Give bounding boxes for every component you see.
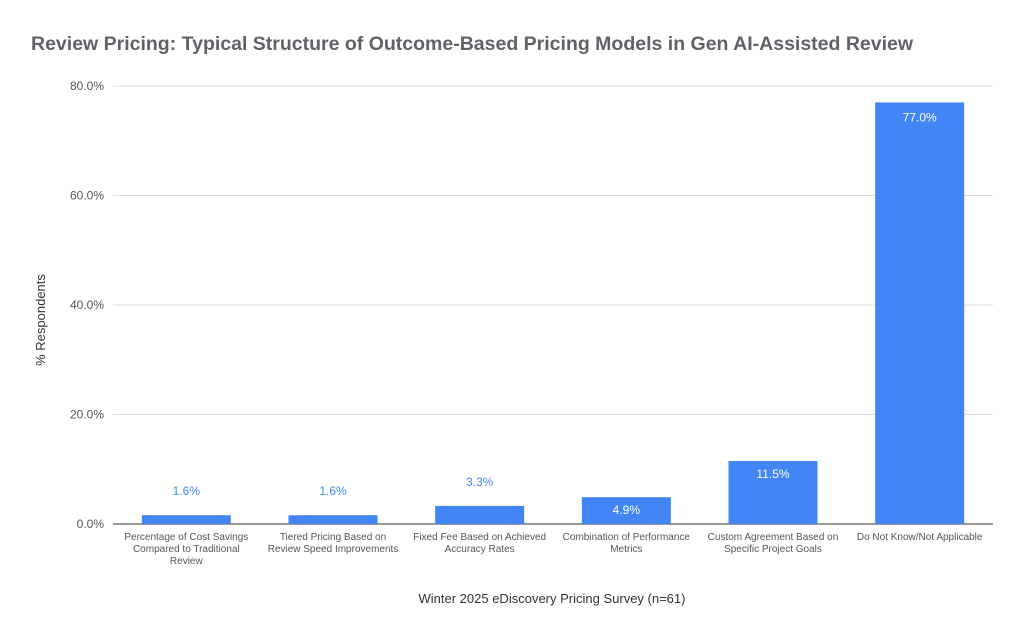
category-label: Tiered Pricing Based on xyxy=(280,532,386,543)
bar xyxy=(288,515,378,524)
x-axis-label: Winter 2025 eDiscovery Pricing Survey (n… xyxy=(419,591,686,606)
category-label: Do Not Know/Not Applicable xyxy=(857,532,983,543)
bar xyxy=(875,102,965,525)
bar xyxy=(141,515,231,524)
bars xyxy=(141,102,965,525)
category-label: Review xyxy=(170,556,204,567)
category-label: Compared to Traditional xyxy=(133,544,240,555)
y-tick-label: 0.0% xyxy=(77,517,105,531)
y-tick-label: 20.0% xyxy=(70,408,104,422)
bar xyxy=(581,497,671,524)
y-ticks: 0.0% 20.0% 40.0% 60.0% 80.0% xyxy=(70,79,104,531)
category-label: Specific Project Goals xyxy=(724,544,822,555)
category-label: Percentage of Cost Savings xyxy=(124,532,248,543)
y-tick-label: 40.0% xyxy=(70,298,104,312)
y-tick-label: 60.0% xyxy=(70,189,104,203)
data-labels: 1.6% 1.6% 3.3% 4.9% 11.5% 77.0% xyxy=(173,110,937,517)
data-label: 1.6% xyxy=(173,484,201,498)
chart-title: Review Pricing: Typical Structure of Out… xyxy=(31,33,914,55)
data-label: 1.6% xyxy=(319,484,347,498)
data-label: 4.9% xyxy=(613,503,641,517)
data-label: 77.0% xyxy=(903,110,937,124)
category-label: Fixed Fee Based on Achieved xyxy=(413,532,546,543)
category-label: Accuracy Rates xyxy=(445,544,515,555)
category-label: Metrics xyxy=(610,544,642,555)
category-label: Custom Agreement Based on xyxy=(708,532,839,543)
data-label: 11.5% xyxy=(756,467,789,481)
bar xyxy=(728,461,818,524)
y-axis-label: % Respondents xyxy=(33,274,48,366)
category-label: Review Speed Improvements xyxy=(268,544,399,555)
data-label: 3.3% xyxy=(466,475,494,489)
gridlines xyxy=(113,85,993,525)
category-label: Combination of Performance xyxy=(563,532,691,543)
bar xyxy=(435,505,525,524)
y-tick-label: 80.0% xyxy=(70,79,104,93)
